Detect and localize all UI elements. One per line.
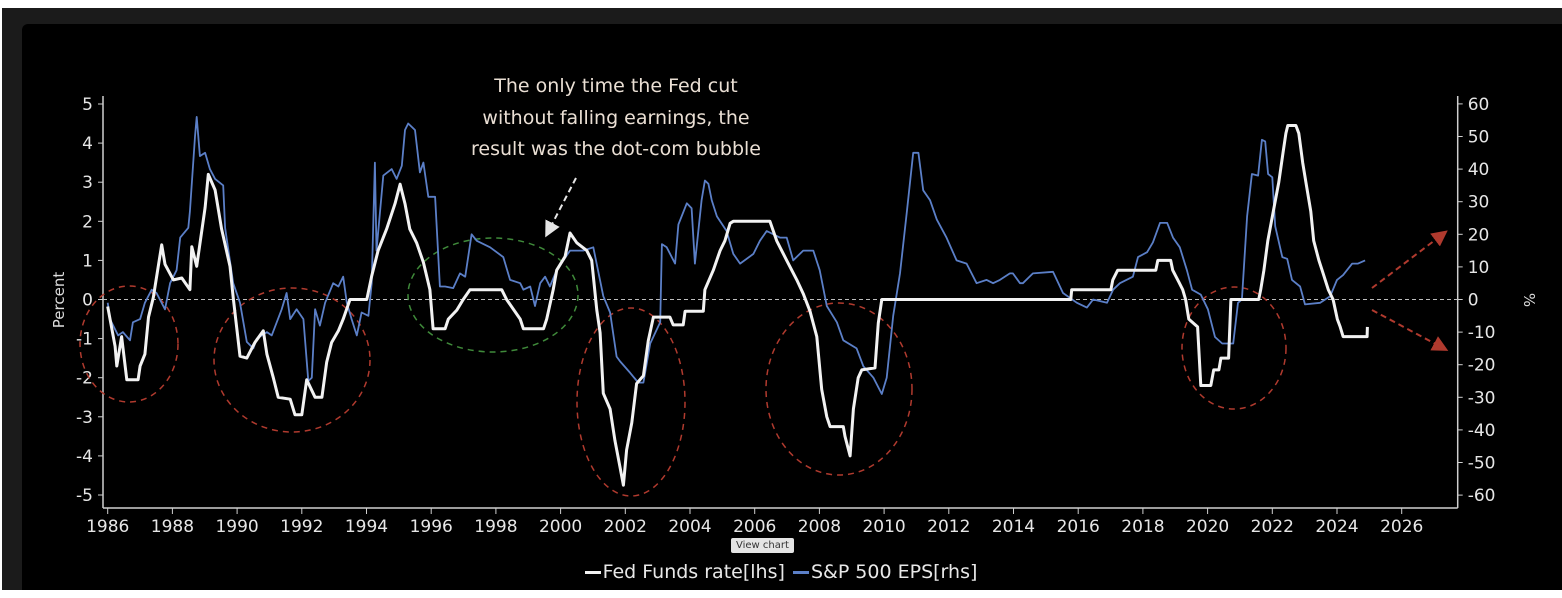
- chart-panel: [22, 24, 1562, 590]
- legend-swatch-fed: [584, 571, 601, 574]
- legend-swatch-eps: [792, 571, 809, 574]
- recession-ellipse-1987: [79, 285, 179, 403]
- recession-ellipse-1991: [213, 287, 371, 433]
- y-right-tick-label: 20: [1468, 225, 1490, 245]
- y-left-tick-label: -5: [76, 486, 93, 506]
- annotation-line-3: result was the dot-com bubble: [471, 138, 761, 160]
- x-tick-label: 2000: [539, 517, 582, 537]
- legend-label-eps[interactable]: S&P 500 EPS[rhs]: [810, 561, 978, 583]
- y-left-tick-label: -1: [76, 330, 93, 350]
- x-tick-label: 1988: [151, 517, 194, 537]
- fed-funds-rate-line: [106, 124, 1369, 487]
- x-tick-label: 2006: [733, 517, 776, 537]
- y-right-tick-label: 40: [1468, 160, 1490, 180]
- recession-ellipse-2001: [576, 307, 686, 497]
- y-left-tick-label: 4: [82, 134, 93, 154]
- annotation-arrow: [545, 177, 577, 238]
- x-tick-label: 2020: [1186, 517, 1229, 537]
- x-tick-label: 2016: [1057, 517, 1100, 537]
- x-tick-label: 2018: [1121, 517, 1164, 537]
- y-right-tick-label: 0: [1468, 291, 1479, 311]
- y-right-tick-label: 60: [1468, 95, 1490, 115]
- x-tick-label: 1990: [215, 517, 258, 537]
- x-tick-label: 2008: [798, 517, 841, 537]
- up-scenario-arrow: [1371, 230, 1448, 289]
- recession-ellipse-2020: [1181, 286, 1287, 410]
- annotation-line-1: The only time the Fed cut: [493, 75, 737, 97]
- y-left-tick-label: 1: [82, 251, 93, 271]
- y-right-tick-label: -40: [1468, 421, 1496, 441]
- x-tick-label: 1994: [345, 517, 388, 537]
- y-left-tick-label: 3: [82, 173, 93, 193]
- legend: Fed Funds rate[lhs] S&P 500 EPS[rhs]: [0, 561, 1562, 583]
- y-right-tick-label: -30: [1468, 388, 1496, 408]
- y-right-tick-label: -60: [1468, 486, 1496, 506]
- y-right-tick-label: -50: [1468, 454, 1496, 474]
- x-tick-label: 2010: [862, 517, 905, 537]
- x-tick-label: 1996: [410, 517, 453, 537]
- recession-ellipse-2008: [765, 302, 913, 476]
- view-chart-tooltip[interactable]: View chart: [731, 538, 794, 553]
- annotation-line-2: without falling earnings, the: [482, 107, 749, 129]
- x-tick-label: 1992: [280, 517, 323, 537]
- y-right-tick-label: -10: [1468, 323, 1496, 343]
- y-axis-right-label: %: [1520, 293, 1538, 307]
- y-left-tick-label: -4: [76, 447, 93, 467]
- x-tick-label: 2002: [604, 517, 647, 537]
- y-left-tick-label: -2: [76, 369, 93, 389]
- x-tick-label: 1986: [86, 517, 129, 537]
- x-tick-label: 2014: [992, 517, 1035, 537]
- y-right-tick-label: 10: [1468, 258, 1490, 278]
- y-left-tick-label: -3: [76, 408, 93, 428]
- x-tick-label: 2026: [1380, 517, 1423, 537]
- bubble-ellipse-1998: [407, 237, 579, 353]
- series-group: [106, 116, 1369, 487]
- x-tick-label: 2012: [927, 517, 970, 537]
- y-right-tick-label: 30: [1468, 193, 1490, 213]
- y-right-tick-label: 50: [1468, 128, 1490, 148]
- legend-label-fed[interactable]: Fed Funds rate[lhs]: [602, 561, 785, 583]
- y-left-tick-label: 2: [82, 212, 93, 232]
- y-axis-left-label: Percent: [50, 272, 68, 329]
- annotation-text: The only time the Fed cut without fallin…: [471, 75, 761, 160]
- x-tick-label: 2022: [1251, 517, 1294, 537]
- highlight-ellipses: [79, 177, 1449, 497]
- sp500-eps-line: [106, 116, 1366, 395]
- x-tick-label: 2004: [668, 517, 711, 537]
- x-tick-label: 2024: [1315, 517, 1358, 537]
- x-tick-label: 1998: [474, 517, 517, 537]
- y-left-tick-label: 5: [82, 95, 93, 115]
- down-scenario-arrow: [1371, 309, 1449, 351]
- axes: 543210-1-2-3-4-56050403020100-10-20-30-4…: [76, 95, 1495, 537]
- y-right-tick-label: -20: [1468, 356, 1496, 376]
- y-left-tick-label: 0: [82, 291, 93, 311]
